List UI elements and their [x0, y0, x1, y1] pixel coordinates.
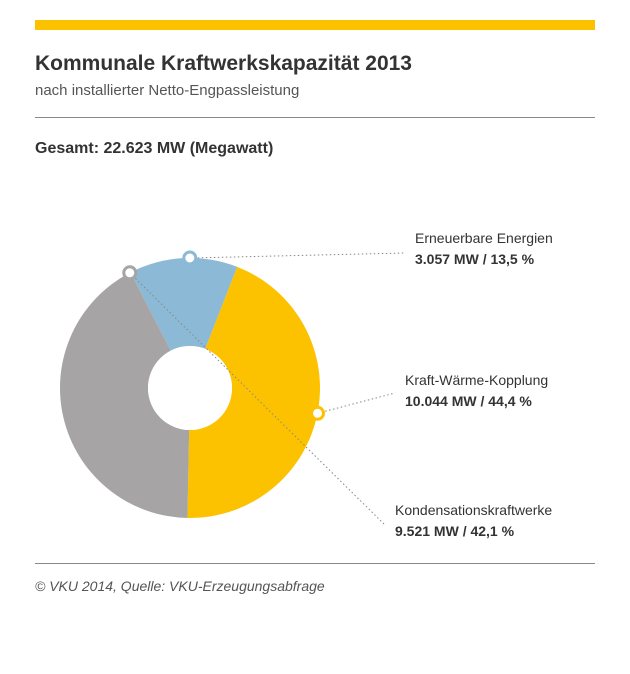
chart-subtitle: nach installierter Netto-Engpassleistung	[35, 82, 595, 99]
slice-value: 9.521 MW / 42,1 %	[395, 521, 552, 542]
divider-top	[35, 117, 595, 118]
accent-bar	[35, 20, 595, 30]
slice-name: Kondensationskraftwerke	[395, 500, 552, 521]
slice-label-renewable: Erneuerbare Energien3.057 MW / 13,5 %	[415, 228, 553, 270]
chart-title: Kommunale Kraftwerkskapazität 2013	[35, 52, 595, 76]
slice-value: 3.057 MW / 13,5 %	[415, 249, 553, 270]
donut-chart: Erneuerbare Energien3.057 MW / 13,5 % Kra…	[35, 178, 595, 548]
divider-bottom	[35, 563, 595, 564]
slice-label-chp: Kraft-Wärme-Kopplung10.044 MW / 44,4 %	[405, 370, 548, 412]
slice-label-condensation: Kondensationskraftwerke9.521 MW / 42,1 %	[395, 500, 552, 542]
source-text: © VKU 2014, Quelle: VKU-Erzeugungsabfrag…	[35, 578, 595, 594]
slice-name: Erneuerbare Energien	[415, 228, 553, 249]
slice-value: 10.044 MW / 44,4 %	[405, 391, 548, 412]
total-value: Gesamt: 22.623 MW (Megawatt)	[35, 140, 595, 158]
slice-name: Kraft-Wärme-Kopplung	[405, 370, 548, 391]
